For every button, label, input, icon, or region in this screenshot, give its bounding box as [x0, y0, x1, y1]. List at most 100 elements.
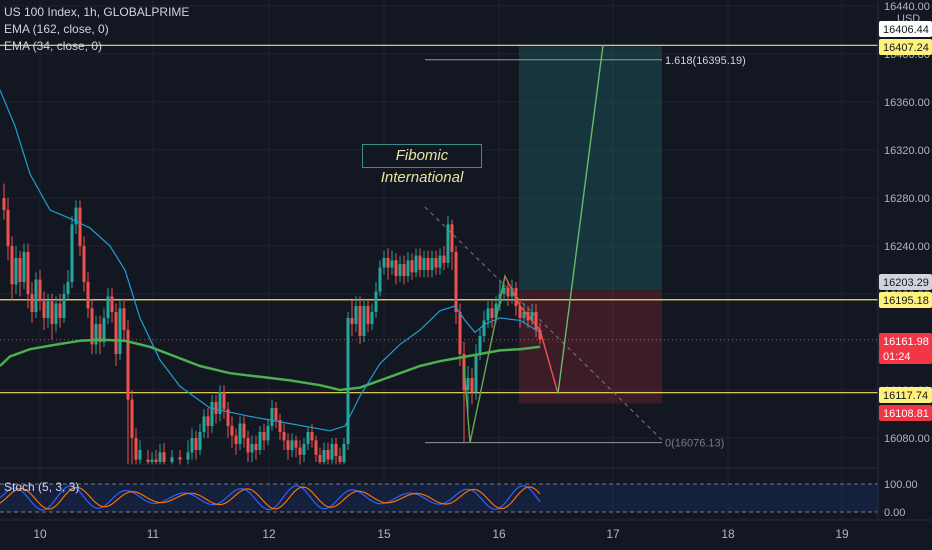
price-tick-label: 16360.00 [884, 97, 930, 109]
candle-body [230, 426, 234, 436]
candle-body [58, 303, 62, 318]
candle-body [246, 438, 250, 453]
candle-body [238, 423, 242, 444]
candle-body [74, 207, 78, 225]
candle-body [10, 246, 14, 285]
time-tick-label: 16 [492, 527, 506, 541]
candle-body [386, 258, 390, 268]
candle-body [2, 198, 6, 210]
candle-body [330, 444, 334, 460]
candle-body [302, 444, 306, 455]
candle-body [306, 432, 310, 444]
candle-body [406, 260, 410, 276]
candle-body [66, 282, 70, 294]
candle-body [414, 255, 418, 273]
fib-level-label: 0(16076.13) [665, 438, 724, 450]
pattern-up-leg [463, 275, 506, 443]
candle-body [214, 402, 218, 414]
stoch-band [0, 484, 878, 512]
candle-body [222, 392, 226, 410]
candle-body [22, 252, 26, 282]
legend-ema-34: EMA (34, close, 0) [4, 39, 103, 53]
candle-body [262, 432, 266, 441]
candle-body [122, 308, 126, 330]
candle-body [178, 457, 182, 460]
candle-body [538, 330, 542, 340]
candle-body [470, 378, 474, 393]
time-tick-label: 19 [835, 527, 849, 541]
candle-body [250, 444, 254, 453]
projection-line [557, 45, 604, 394]
candle-body [322, 450, 326, 462]
candle-body [130, 399, 134, 438]
candle-body [390, 260, 394, 268]
candle-body [270, 408, 274, 426]
candle-body [102, 318, 106, 342]
candle-body [94, 324, 98, 345]
candle-body [314, 440, 318, 455]
candle-body [134, 438, 138, 460]
stoch-tick-label: 0.00 [884, 507, 905, 519]
candle-body [138, 450, 142, 460]
candle-body [158, 452, 162, 462]
time-tick-label: 17 [606, 527, 620, 541]
candle-body [78, 207, 82, 246]
price-badge-label: 16203.29 [883, 277, 929, 289]
candle-body [38, 279, 42, 302]
candle-body [82, 246, 86, 282]
candle-body [478, 336, 482, 354]
price-badge-label: 16407.24 [883, 42, 929, 54]
candle-body [378, 267, 382, 292]
candle-body [34, 279, 38, 312]
candle-body [286, 440, 290, 450]
candle-body [346, 318, 350, 444]
candle-body [254, 444, 258, 450]
candle-body [150, 459, 154, 462]
price-badge-label: 01:24 [883, 351, 911, 363]
candle-body [454, 252, 458, 312]
candle-body [106, 296, 110, 318]
fib-level-label: 1.618(16395.19) [665, 55, 746, 67]
candle-body [194, 438, 198, 450]
candle-body [42, 301, 46, 318]
price-tick-label: 16240.00 [884, 241, 930, 253]
candle-body [506, 288, 510, 297]
candle-body [338, 456, 342, 462]
candle-body [162, 452, 166, 462]
candle-body [202, 416, 206, 432]
candle-body [30, 294, 34, 312]
candle-body [362, 306, 366, 336]
price-badge [879, 21, 932, 37]
candle-body [170, 457, 174, 462]
candle-body [118, 308, 122, 354]
candle-body [14, 258, 18, 285]
candle-body [110, 296, 114, 312]
candle-body [50, 301, 54, 324]
candle-body [466, 378, 470, 390]
price-badge [879, 274, 932, 290]
candle-body [54, 303, 58, 324]
price-badge [879, 348, 932, 364]
candle-body [442, 255, 446, 263]
candle-body [234, 435, 238, 444]
candle-body [210, 402, 214, 426]
ema-34-line [0, 89, 541, 432]
time-tick-label: 12 [262, 527, 276, 541]
candle-body [502, 288, 506, 294]
candle-body [282, 432, 286, 441]
candle-body [218, 392, 222, 414]
candle-body [274, 408, 278, 420]
candle-body [334, 444, 338, 456]
price-tick-label: 16440.00 [884, 1, 930, 13]
legend-ema-162: EMA (162, close, 0) [4, 22, 109, 36]
price-badge [879, 292, 932, 308]
candle-body [342, 444, 346, 462]
candle-body [518, 306, 522, 318]
candle-body [426, 258, 430, 270]
candle-body [98, 324, 102, 342]
candle-body [62, 294, 66, 318]
price-badge-label: 16406.44 [883, 24, 929, 36]
candle-body [242, 423, 246, 438]
candle-body [90, 308, 94, 345]
